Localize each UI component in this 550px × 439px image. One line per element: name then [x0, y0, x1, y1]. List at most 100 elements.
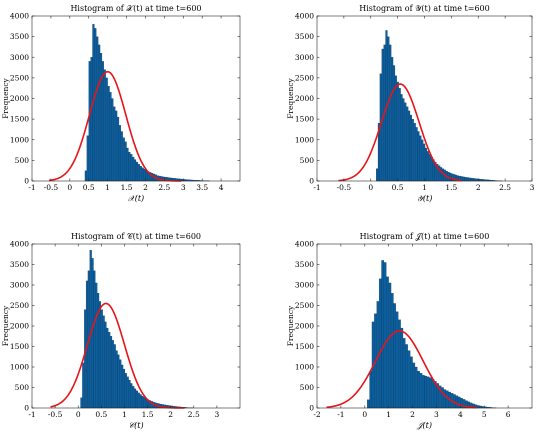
y-tick-label: 4000 [10, 12, 29, 21]
histogram-bar [419, 373, 423, 409]
x-tick-label: 3 [181, 183, 186, 192]
histogram-bar [460, 398, 463, 409]
histogram-bar [101, 61, 104, 182]
x-tick-label: 1 [422, 183, 427, 192]
x-tick-label: 4 [458, 410, 463, 419]
histogram-bar [113, 106, 116, 182]
histogram-bar [411, 119, 414, 182]
histogram-panel: -1 -0.5 0 0.5 1 1.5 2 2.5 3 3.5 4 0 500 1000 1500 2000 2… [1, 4, 241, 203]
x-tick-label: 2.5 [158, 183, 170, 192]
chart-title: Histogram of 𝒴(t) at time t=600 [359, 4, 489, 13]
histogram-bar [407, 110, 411, 182]
histogram-bar [421, 139, 424, 182]
fit-curve [326, 330, 478, 409]
histogram-bar [124, 373, 127, 409]
histogram-bar [121, 364, 124, 409]
x-tick-label: 0.5 [95, 410, 107, 419]
histogram-bar [376, 168, 379, 182]
y-tick-label: 0 [309, 404, 314, 413]
chart-title: Histogram of 𝒥(t) at time t=600 [360, 232, 490, 241]
histogram-bar [426, 376, 430, 409]
histogram-bar [95, 282, 98, 409]
histogram-bar [439, 167, 443, 182]
x-tick-label: -0.5 [337, 183, 352, 192]
histogram-bar [113, 344, 116, 409]
histogram-bar [413, 123, 416, 182]
histogram-bar [410, 356, 413, 409]
histogram-bar [108, 332, 111, 409]
y-tick-label: 500 [300, 156, 315, 165]
histogram-bar [367, 399, 370, 409]
histogram-bar [388, 282, 392, 409]
y-tick-label: 2500 [10, 73, 29, 82]
histogram-bar [139, 166, 142, 182]
y-tick-label: 1500 [10, 115, 29, 124]
histogram-bar [392, 65, 396, 182]
y-tick-label: 3000 [10, 281, 29, 290]
histogram-bar [91, 258, 94, 409]
histogram-bar [394, 75, 397, 182]
histogram-bar [141, 395, 144, 409]
histogram-bar [429, 377, 432, 409]
x-tick-label: 0.5 [392, 183, 404, 192]
histogram-bar [139, 394, 142, 409]
y-tick-label: 1500 [295, 342, 314, 351]
histogram-bar [390, 293, 394, 409]
histogram-bar [135, 161, 139, 182]
histogram-bar [120, 131, 123, 182]
y-tick-label: 1500 [295, 115, 314, 124]
histogram-bar [128, 152, 131, 182]
y-tick-label: 3500 [10, 260, 29, 269]
histogram-bar [419, 135, 422, 182]
histogram-bar [109, 336, 113, 409]
histogram-bar [107, 86, 110, 182]
histogram-bar [94, 28, 97, 182]
histogram-bar [98, 301, 101, 409]
histogram-bar [393, 303, 396, 409]
histogram-bar [115, 110, 118, 182]
histogram-bar [80, 397, 83, 409]
histogram-bar [424, 147, 428, 182]
histogram-bar [466, 177, 469, 182]
x-tick-label: 2.5 [499, 183, 511, 192]
y-axis-label: Frequency [1, 305, 10, 346]
y-tick-label: 1000 [295, 135, 314, 144]
x-tick-label: 3 [214, 410, 219, 419]
y-tick-label: 1000 [10, 363, 29, 372]
histogram-bar [396, 81, 399, 182]
histogram-bar [130, 383, 133, 409]
x-tick-label: -0.5 [44, 183, 59, 192]
histogram-bar [134, 388, 137, 409]
x-tick-label: 5 [482, 410, 487, 419]
histogram-bar [99, 53, 103, 182]
histogram-bar [130, 154, 133, 182]
histogram-bar [135, 390, 138, 409]
histogram-bar [381, 260, 385, 409]
histogram-bar [409, 114, 412, 182]
x-tick-label: 2 [476, 183, 481, 192]
x-tick-label: 3 [530, 183, 535, 192]
histogram-bar [402, 338, 406, 409]
x-tick-label: 3.5 [196, 183, 208, 192]
y-tick-label: 2000 [10, 322, 29, 331]
histogram-bar [124, 141, 127, 182]
y-tick-label: 2500 [10, 301, 29, 310]
y-tick-label: 500 [300, 383, 315, 392]
histogram-bar [105, 77, 108, 182]
fit-curve [338, 83, 463, 182]
x-tick-label: 0 [368, 183, 373, 192]
x-tick-label: 1.5 [142, 410, 154, 419]
histogram-bar [115, 350, 118, 409]
histogram-bar [464, 177, 467, 182]
histogram-bar [369, 370, 373, 409]
histogram-bar [118, 125, 121, 182]
histogram-bar [424, 375, 428, 409]
histogram-bar [86, 135, 89, 182]
histogram-bar [455, 395, 459, 409]
y-axis-label: Frequency [1, 77, 10, 118]
x-tick-label: 0 [76, 410, 81, 419]
y-tick-label: 0 [309, 177, 314, 186]
y-tick-label: 0 [24, 177, 29, 186]
histogram-bar [143, 397, 146, 409]
